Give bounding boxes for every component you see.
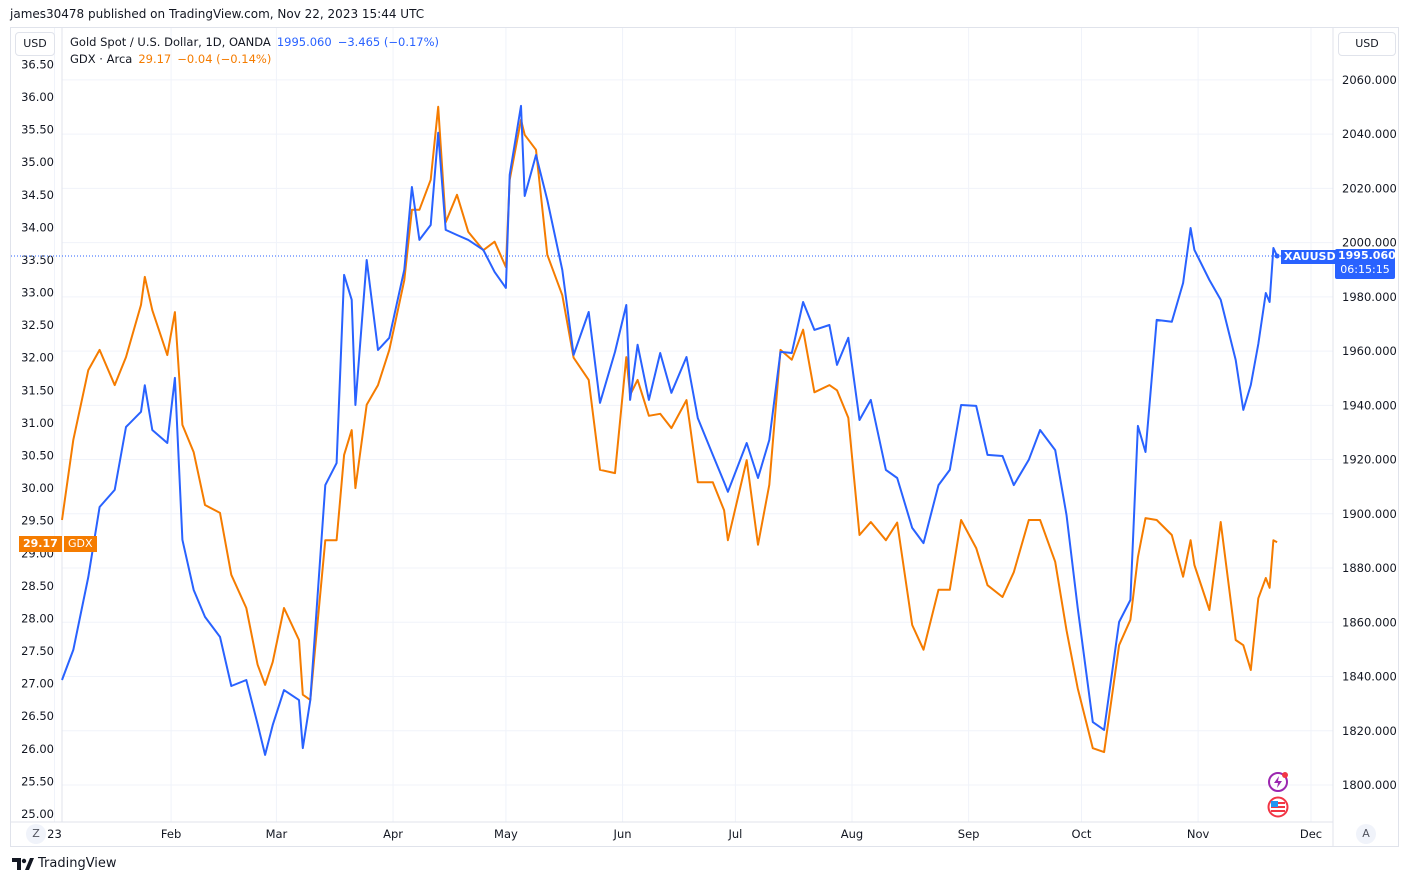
right-currency-button[interactable]: USD — [1338, 32, 1396, 56]
gdx-price-label: 29.17 — [19, 536, 62, 552]
right-axis-tick: 1820.000 — [1342, 724, 1397, 738]
left-axis-tick: 25.50 — [21, 774, 54, 788]
xauusd-price-label: 1995.060 06:15:15 — [1335, 249, 1396, 279]
xauusd-symbol-label: XAUUSD — [1281, 250, 1339, 264]
x-axis-tick: Jun — [613, 827, 632, 841]
left-axis-tick: 29.50 — [21, 514, 54, 528]
left-axis-tick: 27.50 — [21, 644, 54, 658]
legend-title: GDX · Arca — [70, 52, 133, 66]
x-axis-tick: Dec — [1300, 827, 1322, 841]
x-axis-tick: Aug — [841, 827, 863, 841]
legend-value: 1995.060 — [276, 35, 332, 49]
left-axis-tick: 34.00 — [21, 220, 54, 234]
right-axis-tick: 1800.000 — [1342, 778, 1397, 792]
chart-frame — [10, 27, 1399, 847]
gdx-symbol-label: GDX — [64, 536, 97, 552]
x-axis-tick: 23 — [47, 827, 62, 841]
right-axis-tick: 1880.000 — [1342, 561, 1397, 575]
left-axis-tick: 34.50 — [21, 188, 54, 202]
published-note: james30478 published on TradingView.com,… — [10, 7, 425, 21]
left-axis-tick: 26.00 — [21, 742, 54, 756]
left-currency-button[interactable]: USD — [15, 32, 55, 56]
lightning-event-icon[interactable] — [1267, 771, 1289, 793]
left-axis-tick: 31.50 — [21, 383, 54, 397]
series-line-xauusd — [61, 104, 1279, 756]
right-axis-tick: 1940.000 — [1342, 398, 1397, 412]
x-axis-tick: Nov — [1187, 827, 1210, 841]
legend-title: Gold Spot / U.S. Dollar, 1D, OANDA — [70, 35, 271, 49]
legend-xauusd[interactable]: Gold Spot / U.S. Dollar, 1D, OANDA 1995.0… — [70, 35, 445, 49]
left-axis-tick: 32.50 — [21, 318, 54, 332]
x-axis-tick: Feb — [161, 827, 181, 841]
right-axis-tick: 1860.000 — [1342, 615, 1397, 629]
legend-change: −0.04 (−0.14%) — [177, 52, 272, 66]
left-axis-tick: 33.00 — [21, 286, 54, 300]
right-axis-tick: 1960.000 — [1342, 344, 1397, 358]
right-axis-tick: 1900.000 — [1342, 507, 1397, 521]
xauusd-countdown: 06:15:15 — [1340, 263, 1390, 276]
right-axis-tick: 2000.000 — [1342, 236, 1397, 250]
left-axis-tick: 36.50 — [21, 57, 54, 71]
right-axis-tick: 1980.000 — [1342, 290, 1397, 304]
left-axis-tick: 35.50 — [21, 123, 54, 137]
series-line-gdx — [61, 105, 1278, 754]
log-scale-button[interactable]: Z — [26, 824, 46, 844]
left-axis-tick: 31.00 — [21, 416, 54, 430]
x-axis-tick: Mar — [266, 827, 288, 841]
right-axis-tick: 1920.000 — [1342, 453, 1397, 467]
left-axis-tick: 35.00 — [21, 155, 54, 169]
xauusd-price: 1995.060 — [1338, 249, 1396, 262]
right-axis-tick: 2020.000 — [1342, 181, 1397, 195]
tradingview-logo[interactable]: TradingView — [12, 856, 117, 871]
left-axis-tick: 32.00 — [21, 351, 54, 365]
x-axis-tick: Sep — [958, 827, 980, 841]
auto-scale-button[interactable]: A — [1356, 824, 1376, 844]
left-axis-tick: 25.00 — [21, 807, 54, 821]
right-axis-tick: 2040.000 — [1342, 127, 1397, 141]
left-axis-tick: 28.50 — [21, 579, 54, 593]
left-axis-tick: 33.50 — [21, 253, 54, 267]
left-axis-tick: 30.00 — [21, 481, 54, 495]
brand-name: TradingView — [38, 856, 117, 871]
x-axis-tick: Apr — [383, 827, 403, 841]
tradingview-logo-icon — [12, 857, 34, 870]
left-axis-tick: 26.50 — [21, 709, 54, 723]
last-point-marker — [1274, 253, 1280, 259]
left-axis-tick: 36.00 — [21, 90, 54, 104]
left-axis-tick: 27.00 — [21, 677, 54, 691]
legend-gdx[interactable]: GDX · Arca 29.17 −0.04 (−0.14%) — [70, 52, 277, 66]
x-axis-tick: May — [494, 827, 518, 841]
left-axis-tick: 30.50 — [21, 449, 54, 463]
left-axis-tick: 28.00 — [21, 611, 54, 625]
right-axis-tick: 1840.000 — [1342, 670, 1397, 684]
x-axis-tick: Oct — [1072, 827, 1092, 841]
legend-value: 29.17 — [138, 52, 172, 66]
right-axis-tick: 2060.000 — [1342, 73, 1397, 87]
legend-change: −3.465 (−0.17%) — [337, 35, 440, 49]
x-axis-tick: Jul — [727, 827, 742, 841]
us-flag-economic-event-icon[interactable] — [1267, 796, 1289, 818]
